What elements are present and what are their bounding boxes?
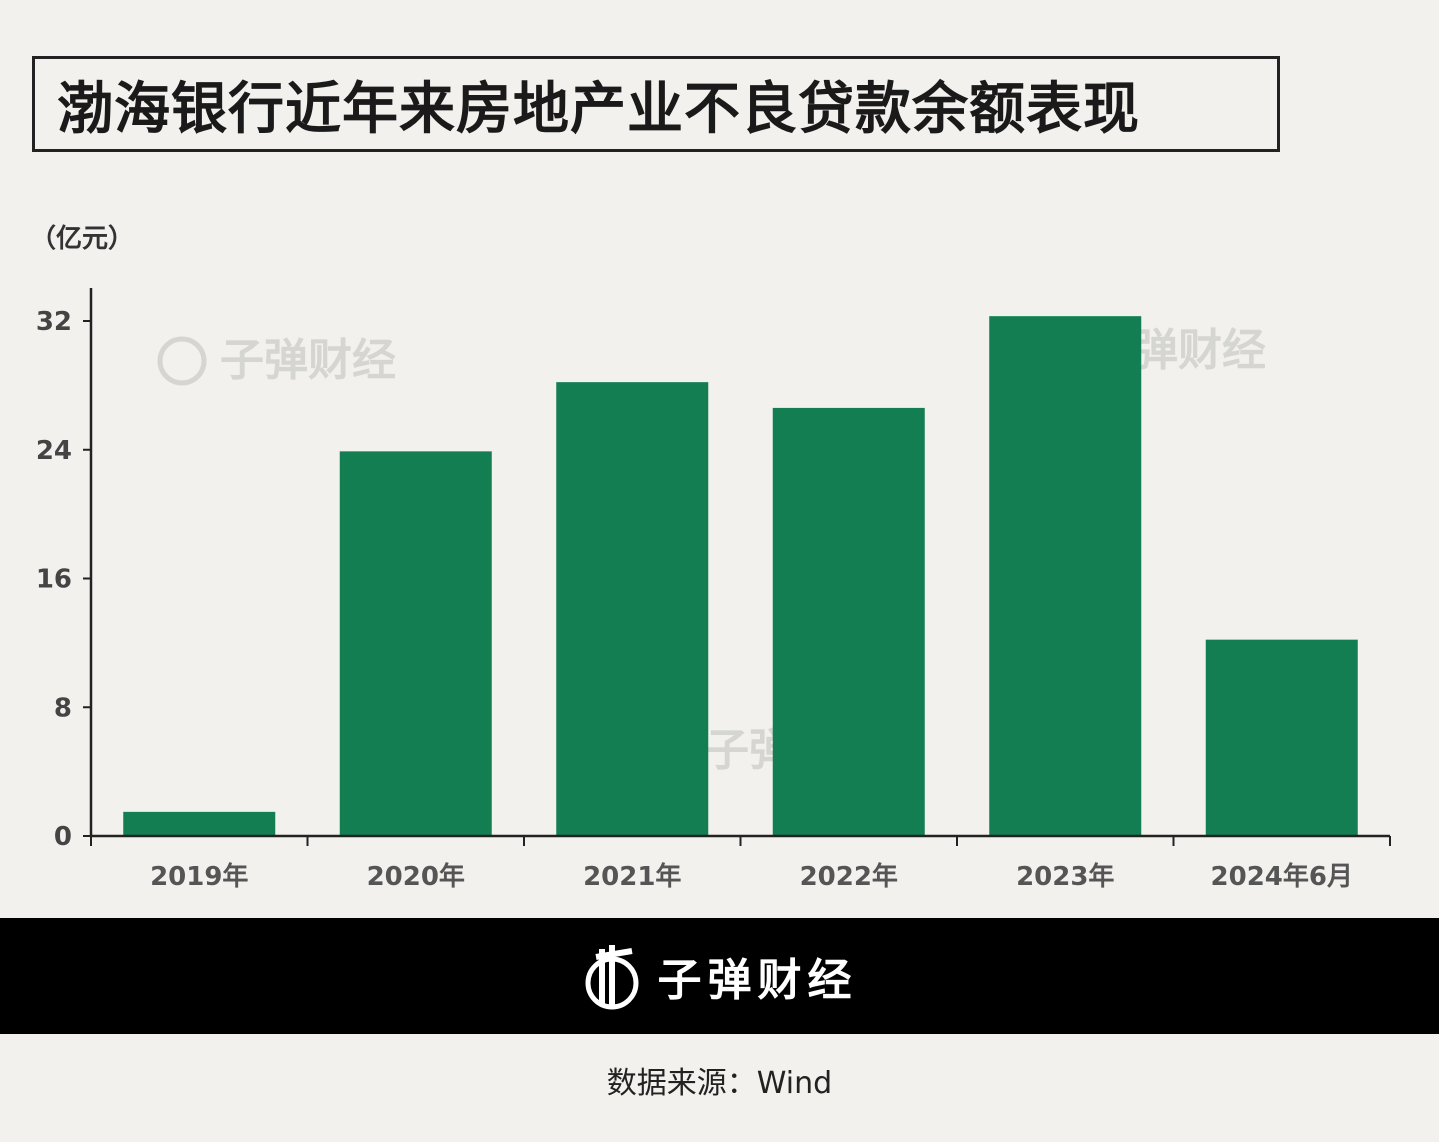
chart-title: 渤海银行近年来房地产业不良贷款余额表现 bbox=[57, 76, 1140, 142]
watermark-logo-icon bbox=[157, 336, 207, 386]
brand-name: 子弹财经 bbox=[657, 955, 858, 1006]
y-tick-label: 24 bbox=[36, 436, 72, 466]
x-tick-label: 2021年 bbox=[583, 861, 681, 892]
y-tick-label: 32 bbox=[36, 307, 72, 337]
y-axis-unit: （亿元） bbox=[30, 224, 135, 254]
chart-title-box: 渤海银行近年来房地产业不良贷款余额表现 bbox=[32, 56, 1280, 152]
bar-2024年6月 bbox=[1205, 639, 1358, 836]
y-tick-label: 0 bbox=[54, 822, 72, 852]
x-tick-label: 2023年 bbox=[1016, 861, 1114, 892]
bar-2022年 bbox=[772, 407, 925, 836]
x-tick-label: 2019年 bbox=[150, 861, 248, 892]
bar-2021年 bbox=[556, 382, 709, 836]
bar-2019年 bbox=[123, 811, 276, 836]
y-tick-label: 16 bbox=[36, 565, 72, 595]
watermark: 子弹财经 bbox=[220, 335, 396, 386]
y-tick-label: 8 bbox=[54, 693, 72, 723]
bar-chart: 子弹财经子弹财经子弹财经2019年2020年2021年2022年2023年202… bbox=[36, 288, 1391, 892]
brand-banner: 子弹财经 bbox=[0, 918, 1439, 1034]
x-tick-label: 2024年6月 bbox=[1211, 861, 1353, 892]
x-tick-label: 2020年 bbox=[367, 861, 465, 892]
brand-logo-icon bbox=[585, 945, 638, 1010]
x-tick-label: 2022年 bbox=[800, 861, 898, 892]
bar-2020年 bbox=[339, 451, 492, 836]
data-source: 数据来源：Wind bbox=[606, 1066, 833, 1101]
bar-2023年 bbox=[989, 316, 1142, 836]
